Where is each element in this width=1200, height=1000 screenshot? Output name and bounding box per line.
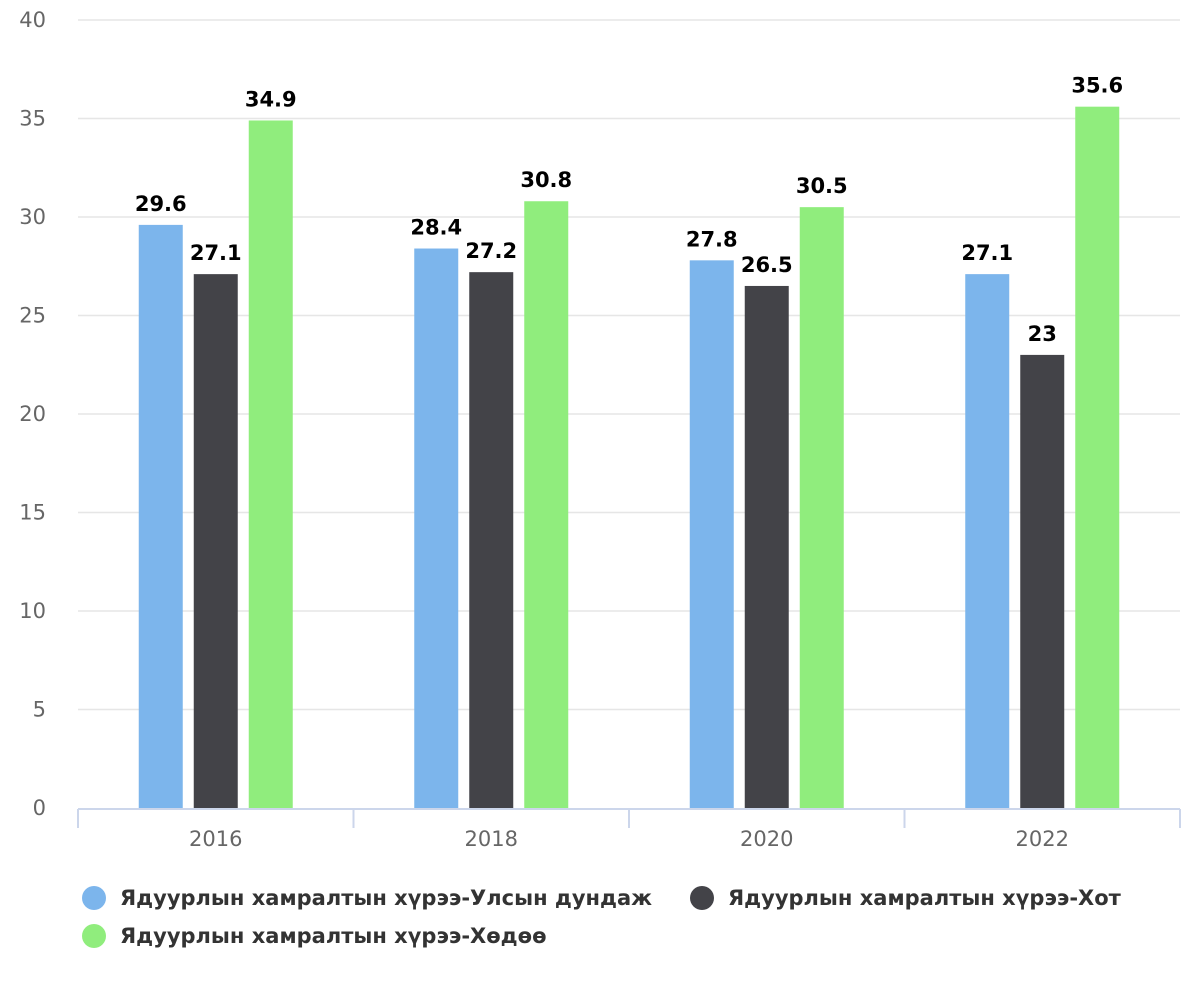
y-tick-label: 30 [19, 205, 46, 229]
x-axis: 2016 2018 2020 2022 [77, 808, 1181, 851]
data-label: 28.4 [410, 216, 462, 240]
legend-label-city: Ядуурлын хамралтын хүрээ-Хот [728, 886, 1121, 910]
bar [414, 248, 459, 808]
y-tick-label: 5 [33, 698, 46, 722]
bar [248, 120, 293, 809]
legend-marker-rural [82, 924, 106, 948]
legend-marker-national [82, 886, 106, 910]
y-tick-label: 20 [19, 402, 46, 426]
y-axis: 0 5 10 15 20 25 30 35 40 [19, 8, 46, 820]
x-tick-label: 2016 [189, 827, 242, 851]
x-tick-label: 2020 [740, 827, 793, 851]
bar [965, 274, 1010, 808]
bar [138, 224, 183, 808]
legend-marker-city [690, 886, 714, 910]
bar-chart: 0 5 10 15 20 25 30 35 40 2016 2018 2020 2022 29.6 27… [19, 8, 1181, 851]
y-tick-label: 40 [19, 8, 46, 32]
bar [469, 272, 514, 808]
legend-item-rural[interactable]: Ядуурлын хамралтын хүрээ-Хөдөө [82, 924, 547, 948]
bar [524, 201, 569, 809]
data-label: 27.8 [686, 227, 738, 251]
data-label: 30.8 [520, 168, 572, 192]
legend-label-rural: Ядуурлын хамралтын хүрээ-Хөдөө [120, 924, 547, 948]
data-label: 26.5 [741, 253, 793, 277]
data-labels: 29.6 27.1 34.9 28.427.2 30.8 27.826.5 30.5 27.1… [133, 72, 1124, 347]
data-label: 27.1 [961, 241, 1013, 265]
data-label: 30.5 [796, 174, 848, 198]
x-tick-label: 2018 [465, 827, 518, 851]
bars [138, 106, 1120, 809]
y-tick-label: 35 [19, 107, 46, 131]
x-tick-label: 2022 [1016, 827, 1069, 851]
y-tick-label: 15 [19, 501, 46, 525]
legend-item-city[interactable]: Ядуурлын хамралтын хүрээ-Хот [690, 886, 1121, 910]
y-tick-label: 10 [19, 599, 46, 623]
bar [744, 285, 789, 808]
legend-label-national: Ядуурлын хамралтын хүрээ-Улсын дундаж [120, 886, 653, 910]
data-label: 27.2 [465, 239, 517, 263]
bar [193, 274, 238, 808]
legend-item-national[interactable]: Ядуурлын хамралтын хүрээ-Улсын дундаж [82, 886, 652, 910]
bar [1020, 354, 1065, 808]
grid-lines [78, 19, 1180, 711]
data-label: 29.6 [135, 192, 187, 216]
data-label: 23 [1028, 322, 1057, 346]
data-label: 27.1 [190, 241, 242, 265]
data-label: 34.9 [245, 87, 297, 111]
data-label: 35.6 [1071, 74, 1123, 98]
bar [689, 260, 734, 809]
bar [1075, 106, 1120, 809]
y-tick-label: 25 [19, 304, 46, 328]
y-tick-label: 0 [33, 796, 46, 820]
bar [799, 207, 844, 808]
